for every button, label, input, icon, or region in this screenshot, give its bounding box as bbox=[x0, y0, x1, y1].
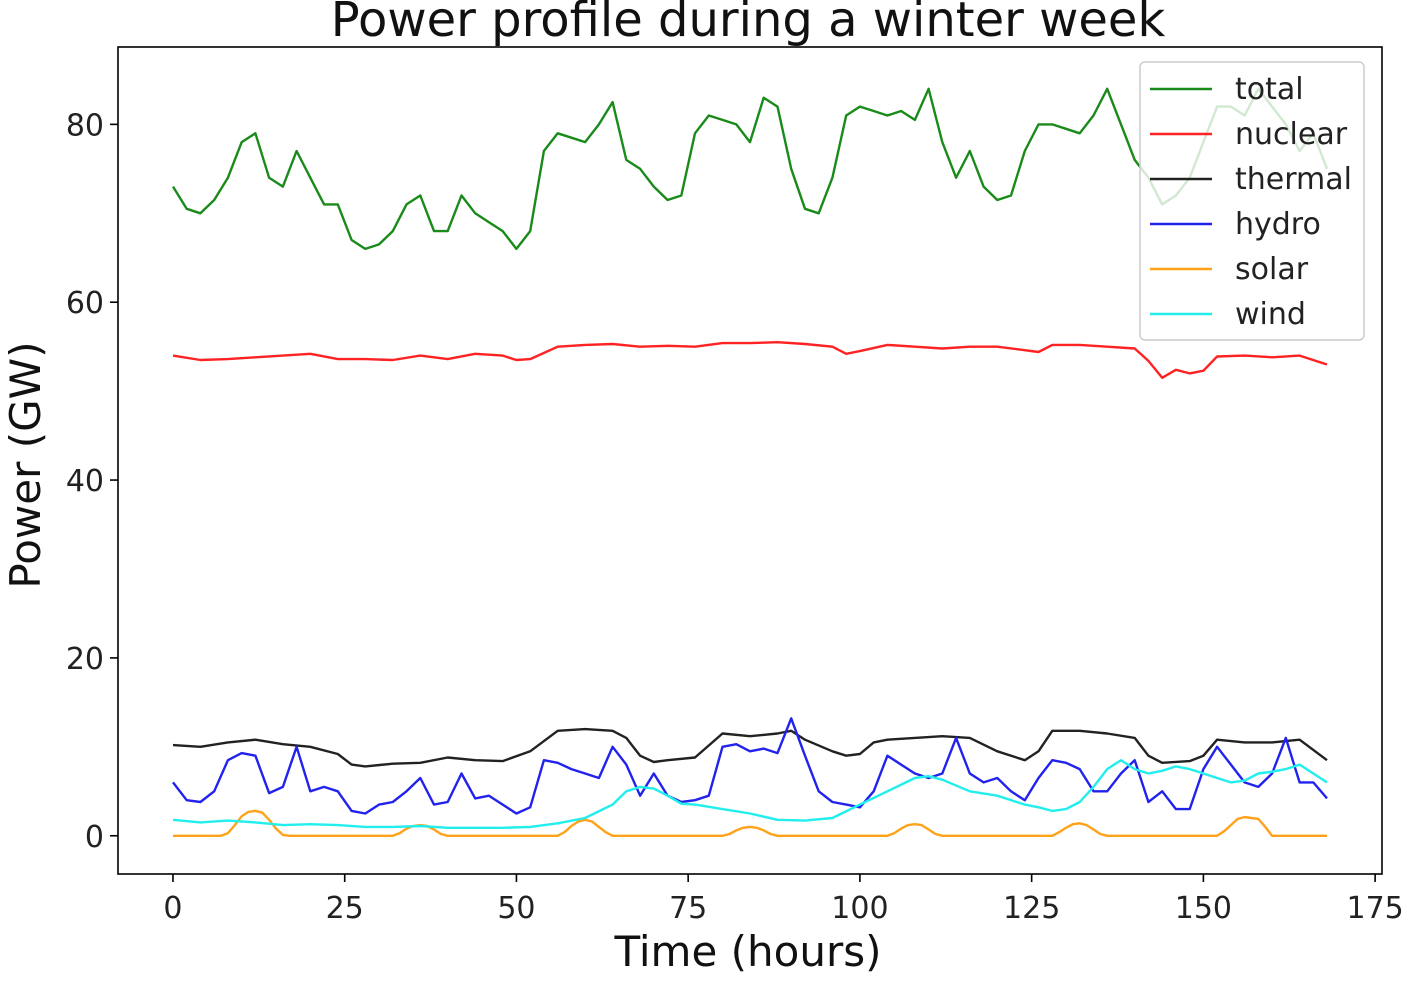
chart-title: Power profile during a winter week bbox=[331, 0, 1166, 48]
y-tick-label: 60 bbox=[66, 286, 104, 321]
y-axis-title: Power (GW) bbox=[1, 341, 50, 588]
x-tick-label: 175 bbox=[1346, 891, 1403, 926]
plot-area bbox=[171, 87, 1329, 837]
legend-label-nuclear: nuclear bbox=[1235, 117, 1348, 152]
x-tick-label: 100 bbox=[831, 891, 888, 926]
series-line-total bbox=[171, 87, 1329, 251]
series-line-solar bbox=[173, 809, 1327, 837]
series-line-thermal bbox=[172, 727, 1328, 768]
legend-label-solar: solar bbox=[1235, 252, 1309, 287]
x-tick-label: 150 bbox=[1175, 891, 1232, 926]
legend-label-hydro: hydro bbox=[1235, 207, 1321, 242]
x-tick-label: 75 bbox=[669, 891, 707, 926]
legend-label-thermal: thermal bbox=[1235, 162, 1352, 197]
legend-label-wind: wind bbox=[1235, 297, 1306, 332]
y-tick-label: 80 bbox=[66, 108, 104, 143]
series-line-hydro bbox=[172, 717, 1328, 815]
x-tick-label: 25 bbox=[326, 891, 364, 926]
y-axis: 0 20 40 60 80 bbox=[66, 108, 118, 855]
legend: total nuclear thermal hydro solar wind bbox=[1139, 61, 1365, 341]
y-tick-label: 40 bbox=[66, 464, 104, 499]
series-line-wind bbox=[172, 759, 1328, 829]
x-axis: 0 25 50 75 100 125 150 175 bbox=[163, 874, 1404, 926]
y-tick-label: 20 bbox=[66, 642, 104, 677]
x-tick-label: 50 bbox=[497, 891, 535, 926]
legend-box bbox=[1139, 61, 1365, 341]
x-tick-label: 125 bbox=[1003, 891, 1060, 926]
x-tick-label: 0 bbox=[163, 891, 182, 926]
series-line-nuclear bbox=[172, 341, 1328, 379]
x-axis-title: Time (hours) bbox=[614, 927, 882, 976]
plot-frame bbox=[117, 46, 1383, 875]
legend-label-total: total bbox=[1235, 72, 1304, 107]
y-tick-label: 0 bbox=[85, 820, 104, 855]
